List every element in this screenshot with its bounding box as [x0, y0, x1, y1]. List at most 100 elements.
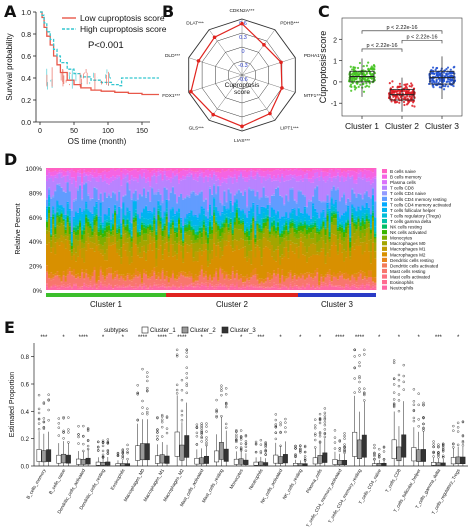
groupbox-outlier: [165, 427, 169, 430]
stack-segment: [314, 172, 317, 179]
stack-segment: [194, 225, 197, 232]
stack-segment: [175, 286, 179, 287]
stack-segment: [124, 169, 127, 175]
groupbox-outlier: [239, 438, 243, 441]
stack-segment: [165, 176, 169, 181]
stack-segment: [252, 269, 255, 276]
stack-segment: [208, 278, 212, 284]
stack-segment: [72, 199, 76, 202]
stack-segment: [248, 286, 251, 289]
stack-segment: [50, 178, 53, 198]
stack-segment: [307, 225, 311, 228]
stack-segment: [221, 211, 224, 214]
stack-segment: [237, 241, 241, 250]
stack-segment: [316, 233, 319, 243]
groupbox-box: [61, 453, 67, 464]
stack-legend-swatch: [382, 280, 387, 285]
groupbox-outlier: [215, 409, 218, 413]
stack-segment: [149, 181, 152, 187]
stack-segment: [248, 235, 251, 241]
stack-segment: [336, 220, 340, 226]
stack-segment: [206, 277, 210, 281]
stack-segment: [277, 222, 280, 227]
stack-segment: [46, 206, 49, 209]
stack-segment: [72, 227, 76, 231]
stack-segment: [128, 251, 131, 265]
stack-segment: [74, 200, 78, 212]
stack-segment: [157, 191, 160, 201]
stack-segment: [64, 287, 68, 290]
stack-segment: [322, 202, 325, 210]
stack-segment: [347, 228, 350, 235]
stack-segment: [219, 258, 222, 267]
stack-segment: [74, 172, 78, 182]
stack-segment: [180, 286, 183, 290]
stack-segment: [190, 231, 193, 241]
stack-segment: [297, 191, 301, 208]
stack-segment: [264, 288, 268, 290]
stack-segment: [161, 272, 164, 284]
stack-segment: [159, 194, 162, 205]
stack-segment: [97, 199, 101, 217]
groupbox-outlier: [215, 410, 218, 414]
stack-segment: [56, 207, 59, 212]
stack-segment: [134, 288, 138, 290]
stack-segment: [287, 180, 290, 200]
stack-segment: [283, 286, 286, 287]
stack-segment: [256, 168, 259, 170]
stack-segment: [95, 216, 98, 222]
stack-segment: [237, 168, 241, 171]
stack-segment: [264, 168, 268, 172]
stack-segment: [279, 288, 282, 289]
groupbox-outlier: [318, 440, 322, 443]
stack-segment: [173, 251, 177, 256]
stack-segment: [87, 287, 90, 290]
stack-segment: [231, 284, 235, 287]
stack-segment: [287, 218, 290, 220]
stack-segment: [64, 182, 68, 193]
stack-segment: [305, 221, 309, 224]
stack-segment: [93, 219, 96, 226]
stack-segment: [357, 177, 360, 194]
stack-segment: [264, 208, 268, 216]
stack-segment: [283, 256, 286, 277]
stack-segment: [62, 225, 65, 237]
stack-segment: [124, 233, 127, 243]
stack-segment: [79, 184, 82, 186]
stack-segment: [95, 226, 98, 236]
stack-segment: [171, 168, 175, 172]
stack-segment: [190, 284, 193, 287]
groupbox-outlier: [156, 416, 159, 420]
stack-segment: [351, 283, 354, 286]
stack-segment: [369, 288, 373, 290]
stack-segment: [186, 244, 189, 253]
stack-segment: [72, 177, 76, 180]
stack-segment: [171, 187, 175, 208]
stack-segment: [281, 216, 284, 226]
stack-legend-label: Macrophages M2: [390, 252, 426, 257]
stack-segment: [50, 287, 53, 290]
stack-segment: [281, 196, 284, 198]
groupbox-box: [105, 461, 111, 466]
stack-segment: [299, 285, 303, 287]
stack-cluster-bar: [166, 293, 298, 297]
stack-segment: [291, 251, 294, 277]
groupbox-box: [352, 431, 358, 457]
groupbox-outlier: [220, 415, 223, 418]
stack-segment: [60, 209, 63, 212]
groupbox-box: [41, 450, 47, 463]
stack-segment: [81, 242, 84, 249]
stack-segment: [48, 242, 51, 275]
stack-segment: [219, 225, 222, 228]
stack-segment: [221, 285, 224, 287]
stack-segment: [116, 287, 119, 290]
stack-segment: [274, 178, 278, 181]
stack-segment: [291, 288, 294, 290]
stack-segment: [87, 216, 90, 219]
stack-segment: [347, 198, 350, 199]
stack-segment: [188, 168, 191, 169]
stack-segment: [239, 192, 243, 211]
stack-segment: [274, 228, 278, 231]
stack-segment: [338, 169, 342, 177]
stack-segment: [186, 174, 189, 177]
